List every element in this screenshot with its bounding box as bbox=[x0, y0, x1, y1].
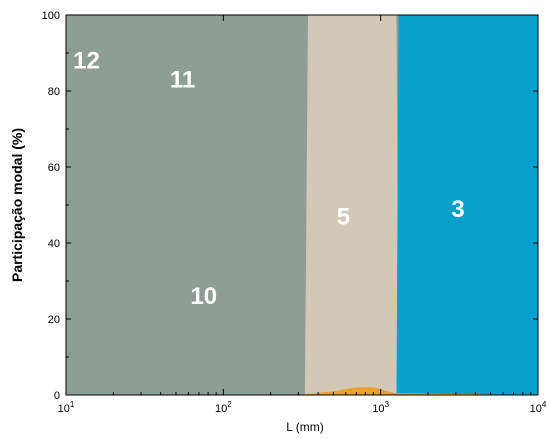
y-tick-label: 80 bbox=[48, 86, 60, 98]
series-area-3 bbox=[66, 15, 538, 395]
y-tick-label: 0 bbox=[54, 390, 60, 402]
y-tick-label: 40 bbox=[48, 238, 60, 250]
x-axis-label: L (mm) bbox=[286, 420, 324, 434]
region-label-12: 12 bbox=[73, 48, 100, 75]
x-tick-label: 101 bbox=[58, 400, 75, 415]
y-tick-label: 20 bbox=[48, 314, 60, 326]
plot-area: 12 11 10 5 3 bbox=[66, 15, 538, 395]
x-tick-label: 104 bbox=[530, 400, 547, 415]
y-axis-label: Participação modal (%) bbox=[9, 128, 25, 282]
x-tick-label: 102 bbox=[215, 400, 232, 415]
x-tick-label: 103 bbox=[372, 400, 389, 415]
region-label-11: 11 bbox=[170, 67, 195, 94]
region-label-3: 3 bbox=[451, 196, 464, 223]
y-tick-label: 60 bbox=[48, 162, 60, 174]
y-tick-label: 100 bbox=[42, 10, 60, 22]
region-label-5: 5 bbox=[337, 203, 350, 230]
region-label-10: 10 bbox=[190, 283, 217, 310]
